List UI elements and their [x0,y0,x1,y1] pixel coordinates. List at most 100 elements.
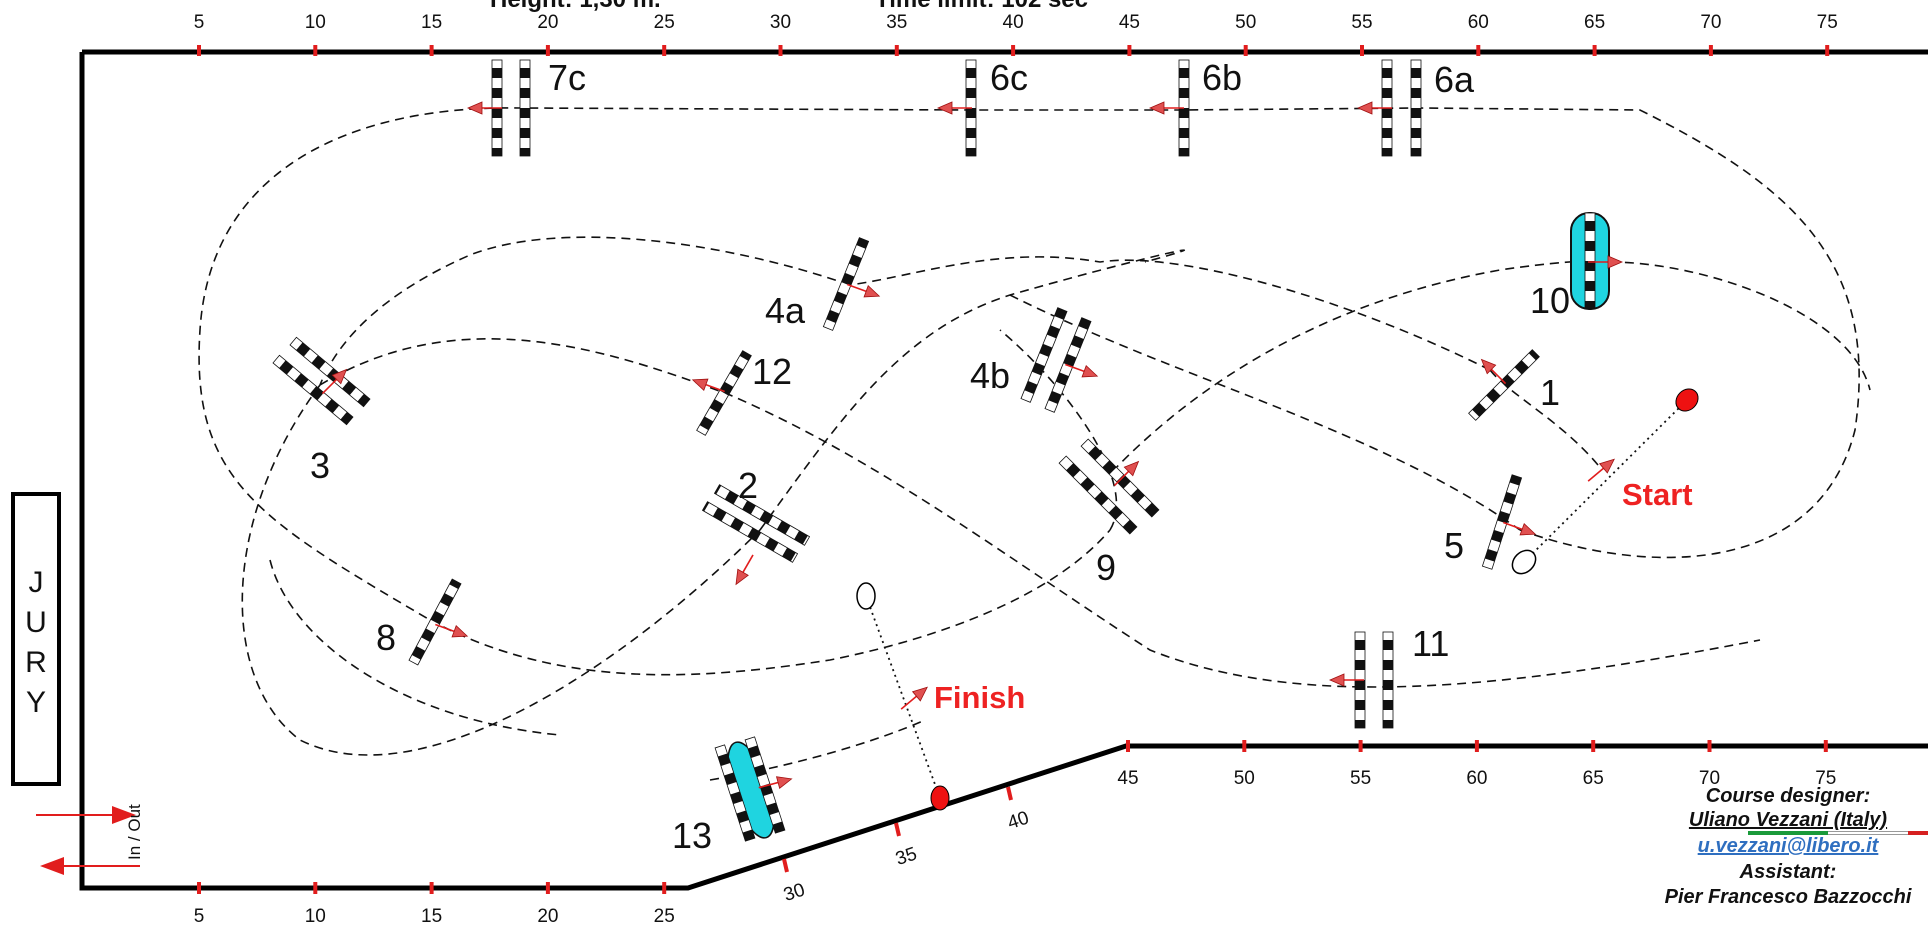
scale-label: 40 [1005,808,1032,835]
direction-arrow [735,554,754,586]
scale-label: 5 [194,906,205,927]
direction-arrow [847,283,881,298]
fence-label-9: 9 [1096,547,1116,588]
distance-scale: 5 10 15 20 25 30 35 40 45 50 55 60 65 70 755 10 15 20 2530… [194,12,1838,927]
scale-label: 25 [654,906,675,927]
scale-label: 60 [1468,12,1489,33]
scale-label: 45 [1119,12,1140,33]
fence-2-bar [713,484,811,546]
direction-arrow [1065,363,1099,378]
fence-label-10: 10 [1530,280,1570,321]
fence-9-bar [1080,438,1160,518]
jury-box [11,492,61,786]
direction-arrow [1587,458,1615,482]
entrance-arrows [36,806,140,875]
fence-4a-bar [822,237,870,331]
scale-label: 15 [421,906,442,927]
fence-label-6a: 6a [1434,59,1475,100]
fence-label-7c: 7c [548,57,586,98]
start-flag-white [1511,549,1537,575]
scale-label: 70 [1700,12,1721,33]
assistant-title: Assistant: [1739,861,1837,883]
fence-6a-bar [1410,59,1422,157]
fence-8-bar [408,578,462,666]
jury-letter: R [25,646,47,679]
fence-label-5: 5 [1444,525,1464,566]
finish-flag-white [856,582,876,610]
start-label: Start [1622,477,1693,512]
scale-label: 5 [194,12,205,33]
jury-letter: U [25,606,47,639]
italy-flag-stripe [1748,831,1928,835]
start-line [1511,388,1699,575]
scale-label: 10 [305,12,326,33]
fence-12-bar [696,350,752,436]
fence-9-bar [1058,455,1138,535]
scale-label: 75 [1815,768,1836,789]
scale-label: 60 [1466,768,1487,789]
route [198,107,1871,781]
scale-label: 40 [1003,12,1024,33]
direction-arrow [1356,101,1392,115]
fence-3-bar [272,354,354,426]
fence-label-13: 13 [672,815,712,856]
scale-label: 70 [1699,768,1720,789]
fence-2-bar [701,501,799,563]
direction-arrow [1328,673,1364,687]
scale-label: 35 [886,12,907,33]
scale-label: 50 [1234,768,1255,789]
fence-10-bar [1584,212,1596,310]
finish-flag-red [930,785,950,811]
fence-label-4b: 4b [970,355,1010,396]
fence-4b-bar [1020,307,1068,403]
direction-arrow [900,686,928,710]
direction-arrow [1588,255,1624,269]
direction-arrow [1148,101,1184,115]
scale-label: 15 [421,12,442,33]
fence-group [272,59,1624,842]
fence-7c-bar [519,59,531,157]
scale-label: 55 [1350,768,1371,789]
fence-13-bar [714,744,756,842]
scale-tick [1006,786,1013,801]
scale-label: 45 [1117,768,1138,789]
direction-arrow [435,623,469,638]
scale-label: 75 [1817,12,1838,33]
direction-arrow [691,378,725,393]
height-label: Height: 1,30 m. [490,0,661,13]
direction-arrow [758,776,793,790]
fence-1-bar [1468,349,1540,421]
scale-label: 20 [537,12,558,33]
scale-label: 25 [654,12,675,33]
fence-11-bar [1382,631,1394,729]
fence-label-3: 3 [310,445,330,486]
fence-label-1: 1 [1540,372,1560,413]
fence-label-6b: 6b [1202,57,1242,98]
direction-arrow [936,101,972,115]
scale-label: 10 [305,906,326,927]
fence-3-bar [289,336,371,408]
jury-letter: Y [26,686,46,719]
direction-arrow [466,101,502,115]
scale-tick [894,822,901,837]
arena-border [79,49,1928,891]
start-flag-red [1675,388,1699,412]
scale-label: 30 [781,880,808,907]
scale-label: 35 [893,844,920,871]
direction-arrow [321,368,348,395]
scale-tick [782,858,789,873]
fence-label-11: 11 [1412,623,1449,664]
designer-title: Course designer: [1705,785,1871,807]
finish-line [856,582,950,811]
direction-arrow [1480,358,1507,385]
finish-label: Finish [934,680,1025,715]
fence-label-4a: 4a [765,290,806,331]
jury-letter: J [29,566,44,599]
scale-label: 55 [1351,12,1372,33]
direction-arrow [1113,460,1140,487]
scale-label: 50 [1235,12,1256,33]
designer-email-link[interactable]: u.vezzani@libero.it [1697,835,1879,857]
fence-label-12: 12 [752,351,792,392]
assistant-name: Pier Francesco Bazzocchi [1664,886,1912,908]
